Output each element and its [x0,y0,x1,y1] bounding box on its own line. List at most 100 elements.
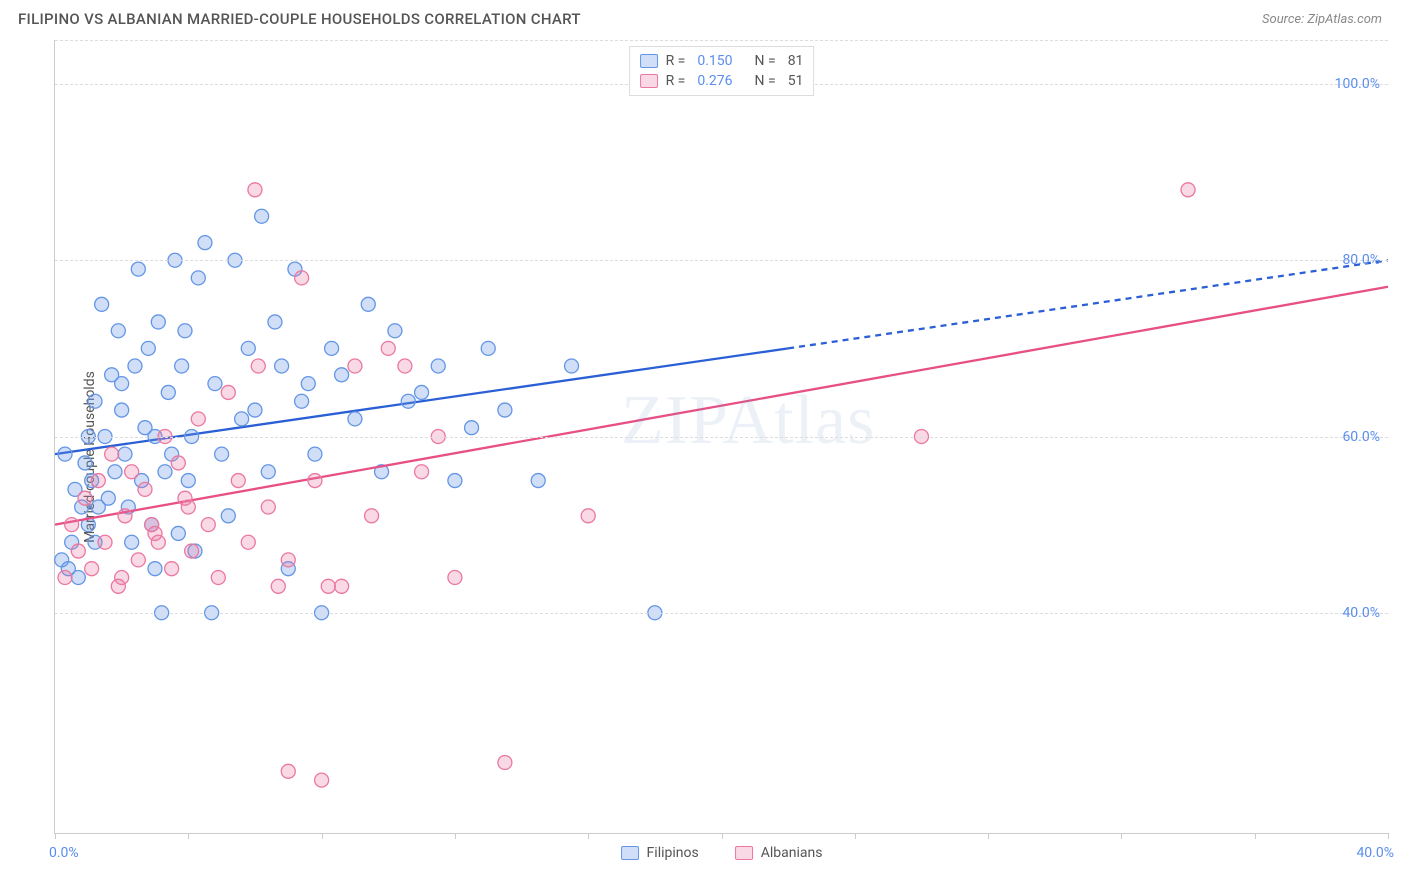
x-tick [855,833,856,839]
legend-swatch [735,846,753,860]
data-point [191,271,205,285]
data-point [271,579,285,593]
data-point [221,509,235,523]
data-point [401,394,415,408]
data-point [125,535,139,549]
data-point [431,359,445,373]
data-point [141,341,155,355]
data-point [148,562,162,576]
data-point [348,412,362,426]
r-label: R = [666,73,686,89]
legend-swatch [640,74,658,88]
data-point [315,773,329,787]
data-point [261,465,275,479]
data-point [88,394,102,408]
gridline [55,437,1388,438]
data-point [71,570,85,584]
data-point [71,544,85,558]
data-point [58,570,72,584]
x-tick [588,833,589,839]
data-point [481,341,495,355]
n-label: N = [755,53,776,69]
y-tick-label: 80.0% [1342,252,1380,268]
data-point [398,359,412,373]
data-point [115,377,129,391]
data-point [151,315,165,329]
gridline [55,260,1388,261]
data-point [308,474,322,488]
legend-swatch [621,846,639,860]
legend-row: R = 0.276 N = 51 [640,71,804,91]
source-label: Source: ZipAtlas.com [1262,12,1382,27]
data-point [321,579,335,593]
data-point [78,491,92,505]
data-point [565,359,579,373]
data-point [161,385,175,399]
x-tick-max: 40.0% [1356,845,1394,861]
data-point [308,447,322,461]
legend-item: Filipinos [621,845,699,861]
n-label: N = [755,73,776,89]
data-point [221,385,235,399]
data-point [148,526,162,540]
data-point [131,553,145,567]
correlation-legend: R =0.150N =81 R = 0.276 N = 51 [629,46,815,96]
trend-line-dashed [788,260,1388,348]
data-point [181,500,195,514]
legend-swatch [640,54,658,68]
data-point [241,535,255,549]
x-tick [988,833,989,839]
data-point [281,764,295,778]
data-point [448,474,462,488]
data-point [198,236,212,250]
r-value: 0.276 [697,73,732,89]
data-point [65,518,79,532]
data-point [415,465,429,479]
chart-container: Married-couple Households R =0.150N =81R… [18,40,1388,874]
x-tick [455,833,456,839]
data-point [201,518,215,532]
data-point [55,553,69,567]
y-tick-label: 40.0% [1342,605,1380,621]
data-point [231,474,245,488]
data-point [131,262,145,276]
data-point [58,447,72,461]
data-point [448,570,462,584]
x-tick [322,833,323,839]
data-point [295,271,309,285]
data-point [275,359,289,373]
n-value: 51 [788,73,804,89]
data-point [115,403,129,417]
x-tick [722,833,723,839]
legend-label: Filipinos [647,845,699,861]
data-point [158,465,172,479]
data-point [268,315,282,329]
series-legend: FilipinosAlbanians [621,845,823,861]
data-point [128,359,142,373]
data-point [171,526,185,540]
data-point [175,359,189,373]
data-point [118,447,132,461]
data-point [381,341,395,355]
data-point [531,474,545,488]
data-point [251,359,265,373]
data-point [415,385,429,399]
data-point [388,324,402,338]
x-tick-min: 0.0% [49,845,79,861]
data-point [465,421,479,435]
data-point [498,756,512,770]
data-point [95,297,109,311]
data-point [98,535,112,549]
data-point [241,341,255,355]
data-point [248,403,262,417]
data-point [498,403,512,417]
data-point [125,465,139,479]
legend-row: R =0.150N =81 [640,51,804,71]
data-point [295,394,309,408]
data-point [235,412,249,426]
data-point [171,456,185,470]
data-point [115,570,129,584]
data-point [165,562,179,576]
y-tick-label: 60.0% [1342,429,1380,445]
data-point [361,297,375,311]
